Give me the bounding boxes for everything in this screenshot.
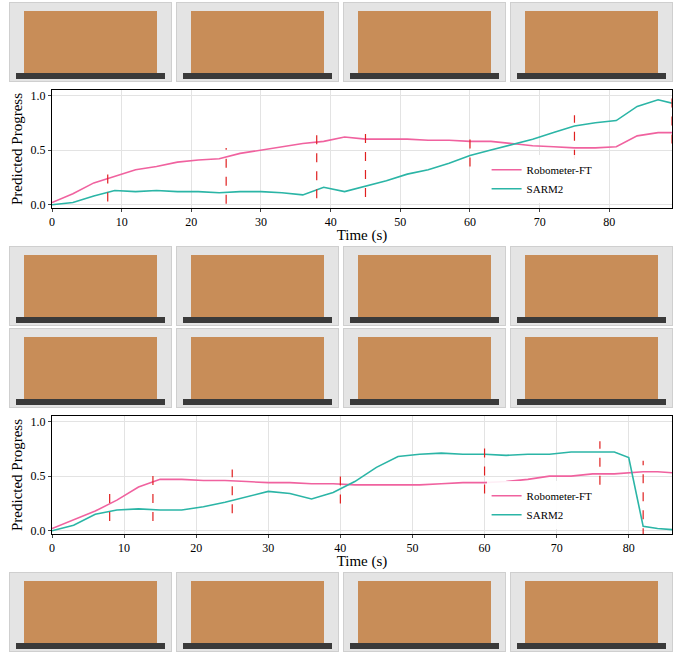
svg-text:20: 20 xyxy=(190,541,202,555)
svg-text:Robometer-FT: Robometer-FT xyxy=(527,164,592,176)
svg-text:0.5: 0.5 xyxy=(31,469,46,483)
svg-text:10: 10 xyxy=(116,215,128,229)
svg-text:80: 80 xyxy=(603,215,615,229)
svg-text:0.5: 0.5 xyxy=(31,143,46,157)
svg-text:1.0: 1.0 xyxy=(31,89,46,103)
svg-text:Robometer-FT: Robometer-FT xyxy=(527,490,592,502)
svg-text:10: 10 xyxy=(118,541,130,555)
svg-text:0: 0 xyxy=(49,215,55,229)
svg-text:30: 30 xyxy=(255,215,267,229)
svg-text:0.0: 0.0 xyxy=(31,198,46,212)
svg-text:0.0: 0.0 xyxy=(31,524,46,538)
svg-text:Predicted Progress: Predicted Progress xyxy=(9,419,25,531)
svg-text:60: 60 xyxy=(479,541,491,555)
svg-text:30: 30 xyxy=(262,541,274,555)
svg-text:40: 40 xyxy=(334,541,346,555)
svg-text:20: 20 xyxy=(185,215,197,229)
svg-text:70: 70 xyxy=(551,541,563,555)
svg-text:Time (s): Time (s) xyxy=(337,553,388,570)
svg-text:0: 0 xyxy=(49,541,55,555)
svg-text:50: 50 xyxy=(394,215,406,229)
svg-text:70: 70 xyxy=(534,215,546,229)
svg-text:1.0: 1.0 xyxy=(31,415,46,429)
svg-text:Time (s): Time (s) xyxy=(337,227,388,244)
svg-text:SARM2: SARM2 xyxy=(527,509,564,521)
svg-text:80: 80 xyxy=(623,541,635,555)
svg-text:40: 40 xyxy=(325,215,337,229)
svg-text:Predicted Progress: Predicted Progress xyxy=(9,93,25,205)
svg-text:60: 60 xyxy=(464,215,476,229)
svg-text:50: 50 xyxy=(406,541,418,555)
svg-text:SARM2: SARM2 xyxy=(527,183,564,195)
